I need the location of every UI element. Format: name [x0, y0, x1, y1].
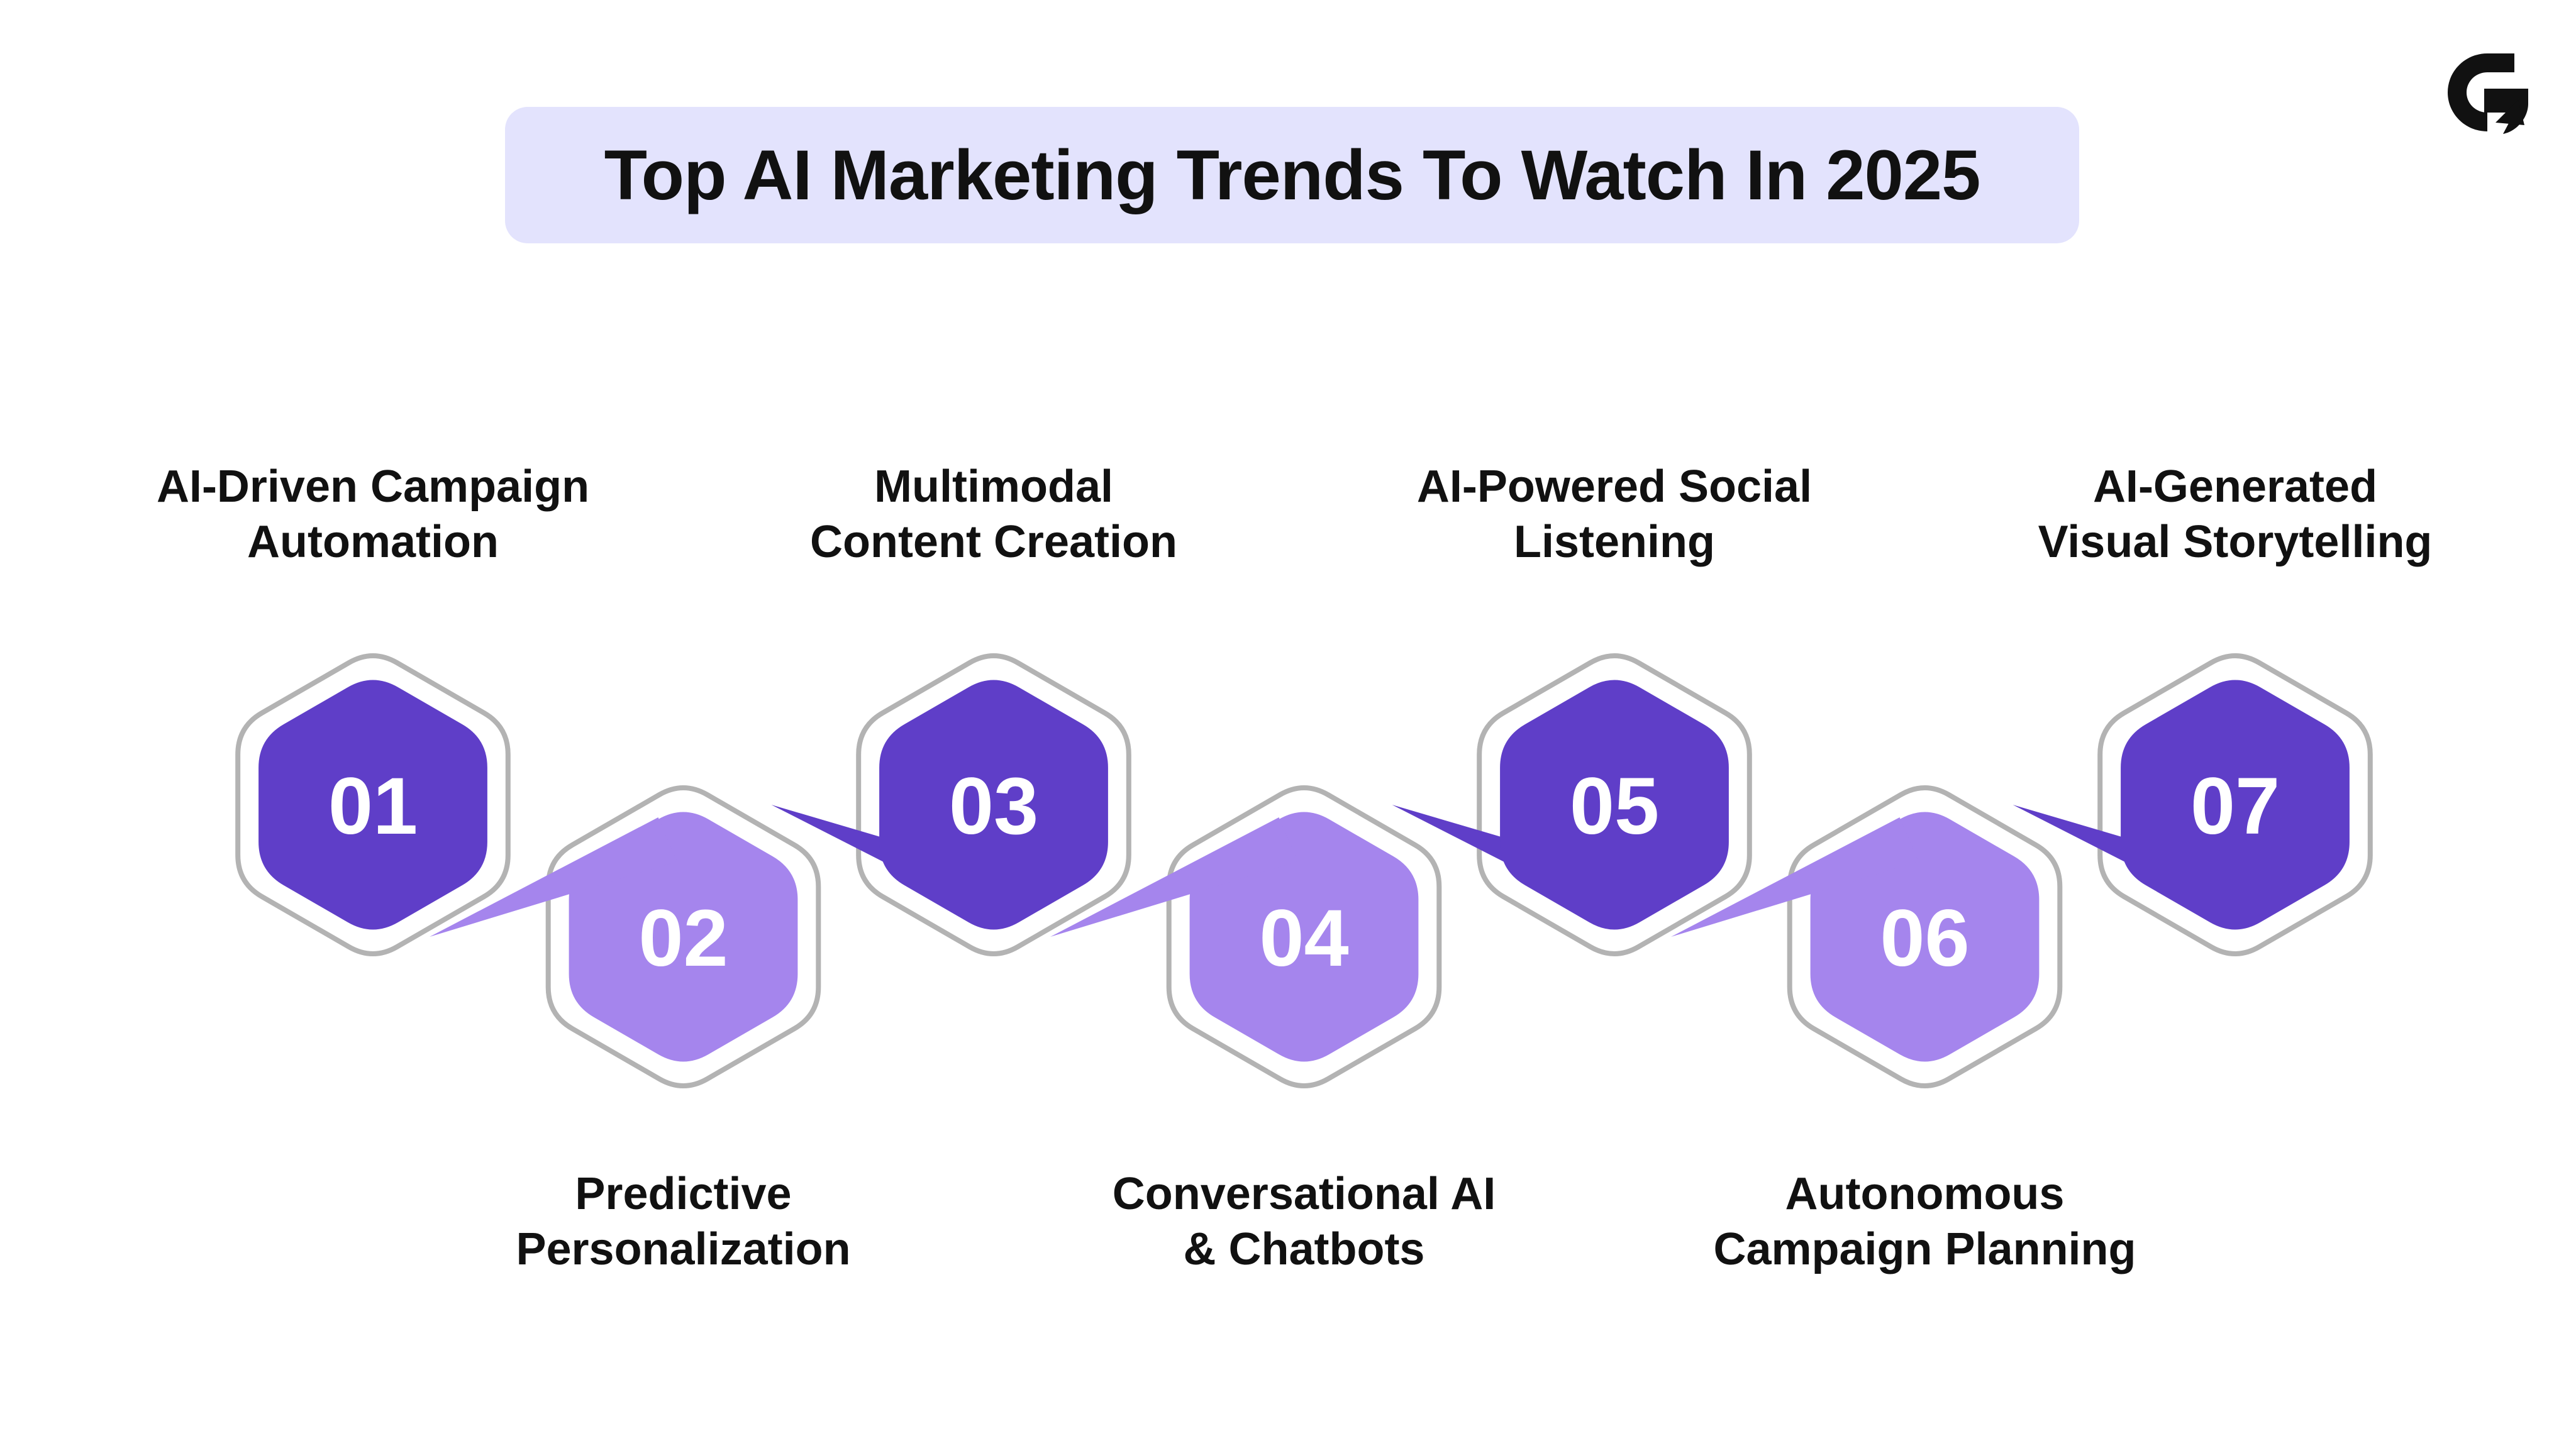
trend-label-line1: Autonomous	[1785, 1169, 2065, 1219]
trend-label-01: AI-Driven Campaign Automation	[90, 459, 656, 570]
trend-label-line1: AI-Driven Campaign	[156, 461, 590, 512]
title-banner: Top AI Marketing Trends To Watch In 2025	[505, 107, 2079, 243]
trend-number: 03	[949, 761, 1038, 851]
hexagon-outline-03	[856, 653, 1131, 956]
trend-label-02: Predictive Personalization	[401, 1166, 967, 1277]
hexagons-light: 02 04 06	[569, 812, 2040, 1062]
trend-label-line1: Predictive	[575, 1169, 792, 1219]
trend-label-line2: Visual Storytelling	[2038, 517, 2433, 567]
trend-number: 01	[328, 761, 418, 851]
trend-label-line2: & Chatbots	[1183, 1224, 1425, 1274]
connector-01-02	[430, 817, 677, 937]
hexagon-03: 03	[879, 680, 1108, 930]
trend-number: 02	[638, 893, 728, 983]
trend-label-line2: Campaign Planning	[1713, 1224, 2136, 1274]
trend-label-line1: Multimodal	[874, 461, 1113, 512]
hexagon-outline-05	[1477, 653, 1752, 956]
trend-number: 07	[2190, 761, 2280, 851]
hexagons-dark: 01 03 05 07	[258, 680, 2350, 930]
trend-label-line1: AI-Generated	[2092, 461, 2378, 512]
trend-label-06: Autonomous Campaign Planning	[1642, 1166, 2208, 1277]
trend-label-line1: AI-Powered Social	[1416, 461, 1813, 512]
trend-label-line2: Personalization	[516, 1224, 851, 1274]
trend-label-07: AI-Generated Visual Storytelling	[1952, 459, 2518, 570]
page-title: Top AI Marketing Trends To Watch In 2025	[604, 136, 1981, 214]
connector-05-06	[1671, 817, 1919, 937]
hexagon-fill	[2121, 680, 2350, 930]
hexagon-outline-01	[235, 653, 511, 956]
trend-label-line2: Listening	[1514, 517, 1715, 567]
trend-number: 04	[1259, 893, 1348, 983]
hexagon-07: 07	[2121, 680, 2350, 930]
trend-label-line2: Content Creation	[810, 517, 1177, 567]
hexagon-05: 05	[1500, 680, 1729, 930]
hexagon-fill	[258, 680, 487, 930]
connector-03-04	[1050, 817, 1298, 937]
trend-number: 06	[1880, 893, 1969, 983]
trend-label-line2: Automation	[247, 517, 499, 567]
trend-label-03: Multimodal Content Creation	[711, 459, 1277, 570]
trend-label-line1: Conversational AI	[1112, 1169, 1496, 1219]
hexagon-01: 01	[258, 680, 487, 930]
trend-label-05: AI-Powered Social Listening	[1331, 459, 1897, 570]
hexagon-fill	[1500, 680, 1729, 930]
trend-number: 05	[1570, 761, 1659, 851]
hexagon-fill	[879, 680, 1108, 930]
trend-label-04: Conversational AI & Chatbots	[1021, 1166, 1587, 1277]
hexagon-outline-07	[2097, 653, 2373, 956]
g-arrow-logo-icon	[2448, 53, 2528, 134]
